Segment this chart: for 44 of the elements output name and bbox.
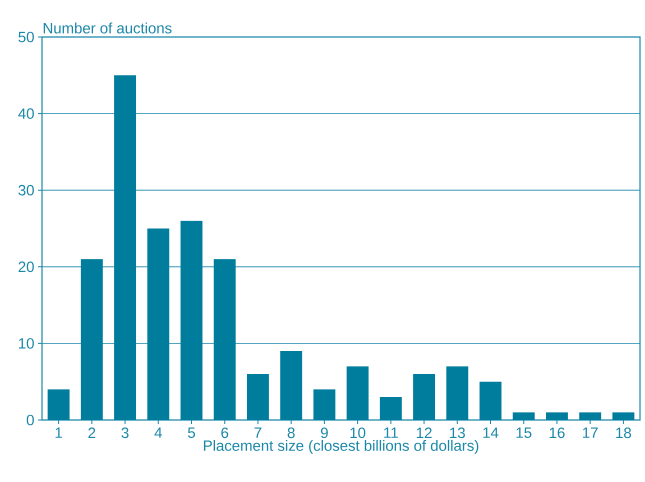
bar bbox=[214, 259, 236, 420]
bar bbox=[512, 412, 535, 420]
y-tick-label: 50 bbox=[18, 32, 34, 42]
y-tick-label: 20 bbox=[18, 262, 34, 272]
x-tick-label: 8 bbox=[288, 428, 295, 438]
y-tick-label: 10 bbox=[19, 338, 34, 349]
y-tick-label: 30 bbox=[18, 184, 34, 196]
x-tick-label: 5 bbox=[188, 428, 196, 438]
x-tick-label: 14 bbox=[483, 428, 498, 438]
x-tick-label: 9 bbox=[320, 428, 328, 438]
bar bbox=[546, 412, 568, 420]
x-tick-label: 17 bbox=[583, 428, 598, 438]
x-tick-label: 1 bbox=[56, 428, 62, 438]
bar bbox=[80, 259, 103, 420]
bar bbox=[280, 351, 302, 420]
y-axis-title: Number of auctions bbox=[44, 22, 172, 34]
bar bbox=[413, 374, 436, 420]
x-axis-title: Placement size (closest billions of dollars) bbox=[204, 440, 478, 454]
bar bbox=[446, 366, 468, 420]
x-tick-label: 12 bbox=[416, 428, 432, 438]
x-tick-label: 15 bbox=[516, 428, 532, 438]
bar bbox=[114, 75, 136, 420]
bar bbox=[612, 412, 634, 420]
y-tick-label: 0 bbox=[26, 414, 34, 426]
x-tick-label: 11 bbox=[384, 428, 398, 438]
bar bbox=[147, 228, 170, 420]
bar bbox=[313, 389, 336, 420]
x-tick-label: 18 bbox=[616, 428, 632, 438]
bar bbox=[180, 220, 202, 420]
x-tick-label: 2 bbox=[88, 428, 96, 438]
bar bbox=[480, 382, 502, 420]
x-tick-label: 6 bbox=[221, 428, 228, 438]
bar bbox=[48, 389, 70, 420]
x-tick-label: 3 bbox=[121, 428, 129, 438]
x-tick-label: 13 bbox=[450, 428, 465, 438]
x-tick-label: 7 bbox=[254, 428, 262, 438]
x-tick-label: 16 bbox=[550, 428, 565, 438]
x-tick-label: 4 bbox=[154, 428, 162, 438]
bar bbox=[579, 412, 602, 420]
bar bbox=[380, 397, 402, 420]
bar bbox=[346, 366, 369, 420]
bar bbox=[246, 374, 269, 420]
x-tick-label: 10 bbox=[350, 428, 366, 438]
y-tick-label: 40 bbox=[18, 108, 34, 119]
